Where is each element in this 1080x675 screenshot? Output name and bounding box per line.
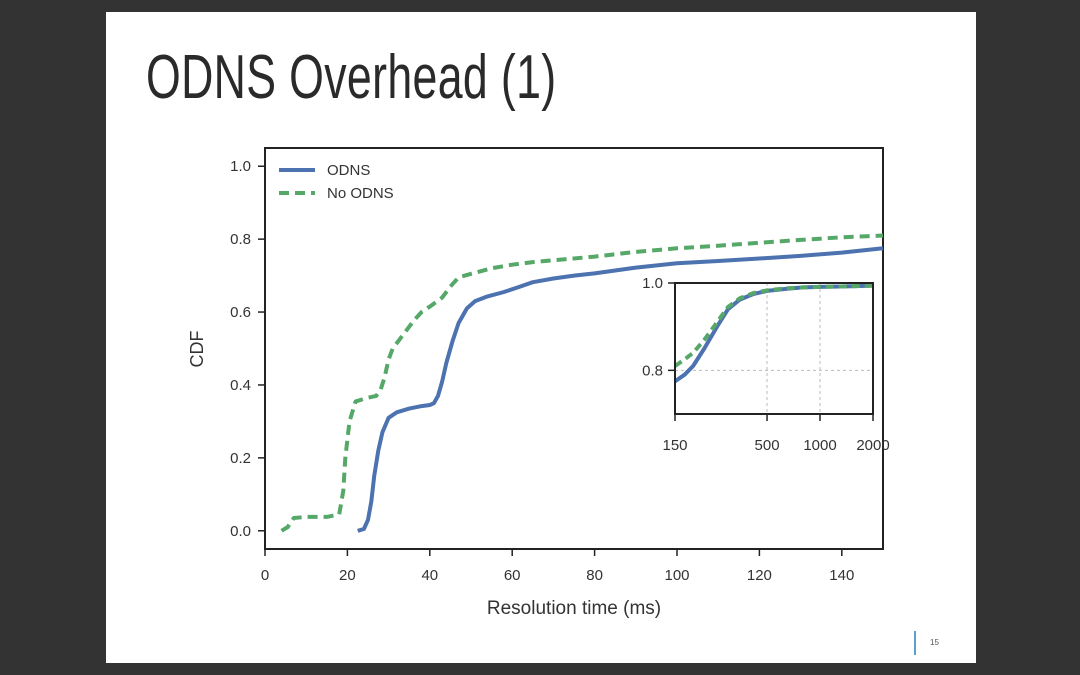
legend-no-odns-label: No ODNS <box>327 185 394 202</box>
x-axis-label: Resolution time (ms) <box>487 598 661 619</box>
main-x-ticks: 0 20 40 60 80 100 120 140 <box>261 549 854 584</box>
inset-y-tick-label: 0.8 <box>642 362 663 379</box>
no-odns-line <box>280 233 884 533</box>
y-tick-label: 0.6 <box>230 304 251 321</box>
x-tick-label: 140 <box>829 567 854 584</box>
odns-line <box>357 246 884 533</box>
footer-accent-bar <box>914 631 916 655</box>
page-number: 15 <box>930 638 939 647</box>
legend: ODNS No ODNS <box>279 162 394 202</box>
x-tick-label: 120 <box>747 567 772 584</box>
main-plot-frame <box>264 147 884 550</box>
slide: ODNS Overhead (1) 0.0 0.2 0.4 0.6 0.8 1.0 0 20… <box>106 12 976 663</box>
x-tick-label: 40 <box>421 567 438 584</box>
inset-x-ticks: 150 500 1000 2000 <box>662 414 890 454</box>
inset-x-tick-label: 1000 <box>803 437 836 454</box>
inset-x-tick-label: 2000 <box>856 437 889 454</box>
inset-x-tick-label: 500 <box>755 437 780 454</box>
cdf-chart: 0.0 0.2 0.4 0.6 0.8 1.0 0 20 40 60 80 100 120 140 CD… <box>187 147 890 619</box>
x-tick-label: 60 <box>504 567 521 584</box>
y-tick-label: 0.8 <box>230 231 251 248</box>
x-tick-label: 0 <box>261 567 269 584</box>
y-tick-label: 0.2 <box>230 450 251 467</box>
inset-plot-frame <box>674 282 874 415</box>
inset-background <box>675 283 873 414</box>
main-series <box>280 233 884 533</box>
y-tick-label: 0.0 <box>230 523 251 540</box>
x-tick-label: 80 <box>586 567 603 584</box>
inset-y-tick-label: 1.0 <box>642 275 663 292</box>
inset-y-ticks: 0.8 1.0 <box>642 275 675 379</box>
x-tick-label: 20 <box>339 567 356 584</box>
y-tick-label: 1.0 <box>230 158 251 175</box>
x-tick-label: 100 <box>664 567 689 584</box>
y-tick-label: 0.4 <box>230 377 251 394</box>
legend-odns-label: ODNS <box>327 162 370 179</box>
inset-no-odns-line <box>673 283 874 368</box>
inset-series <box>673 283 874 383</box>
inset-x-tick-label: 150 <box>662 437 687 454</box>
main-y-ticks: 0.0 0.2 0.4 0.6 0.8 1.0 <box>230 158 265 540</box>
y-axis-label: CDF <box>187 331 207 368</box>
slide-title: ODNS Overhead (1) <box>146 43 557 112</box>
